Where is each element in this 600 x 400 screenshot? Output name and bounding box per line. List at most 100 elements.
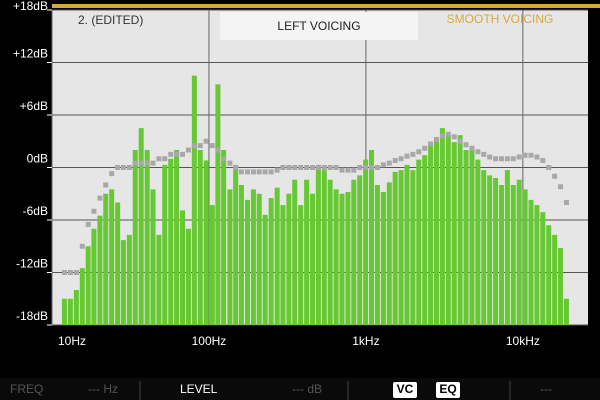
bar: [203, 160, 209, 325]
point: [132, 160, 138, 166]
marks: [61, 75, 569, 325]
point: [463, 142, 469, 148]
bar: [386, 182, 392, 325]
bar: [256, 193, 262, 325]
bar: [463, 150, 469, 325]
preset-label: 2. (EDITED): [78, 13, 143, 27]
bar: [428, 144, 434, 325]
point: [558, 184, 564, 190]
bar: [410, 170, 416, 325]
bar: [268, 198, 274, 325]
point: [333, 165, 339, 170]
bar: [315, 164, 321, 325]
point: [209, 143, 215, 149]
point: [457, 138, 463, 144]
bar: [174, 150, 180, 325]
freq-value: --- Hz: [88, 382, 118, 396]
bar: [262, 214, 268, 325]
bar: [345, 192, 351, 325]
bar: [227, 189, 233, 325]
bar: [156, 234, 162, 325]
point: [144, 160, 150, 166]
point: [115, 165, 121, 170]
bar: [238, 185, 244, 325]
point: [374, 165, 380, 170]
point: [398, 156, 404, 162]
extra-label: ---: [540, 382, 552, 396]
eq-badge: [436, 382, 460, 398]
bar: [321, 170, 327, 325]
point: [197, 143, 203, 149]
point: [434, 137, 440, 142]
bar: [493, 178, 499, 325]
point: [321, 165, 327, 170]
bar: [221, 150, 227, 325]
bar: [558, 248, 564, 325]
bar: [498, 185, 504, 325]
point: [185, 147, 191, 153]
point: [215, 147, 221, 153]
point: [91, 208, 97, 214]
point: [345, 167, 351, 173]
bar: [439, 128, 445, 325]
point: [97, 195, 103, 201]
point: [516, 154, 522, 160]
point: [339, 167, 345, 173]
y-tick-label: 0dB: [27, 152, 48, 166]
bar: [244, 199, 250, 325]
point: [156, 156, 162, 162]
point: [120, 165, 126, 170]
bar: [180, 210, 186, 325]
bar: [144, 150, 150, 325]
bar: [91, 228, 97, 325]
point: [475, 149, 481, 155]
point: [274, 167, 280, 173]
bar: [563, 298, 569, 325]
point: [363, 165, 369, 170]
point: [563, 200, 569, 205]
bar: [351, 179, 357, 325]
point: [498, 156, 504, 162]
y-tick-label: -6dB: [23, 204, 48, 218]
x-axis: 10Hz 100Hz 1kHz 10kHz: [58, 334, 540, 348]
point: [493, 156, 499, 162]
vc-label: VC: [397, 382, 414, 396]
y-tick-label: -18dB: [16, 309, 48, 323]
point: [310, 165, 316, 170]
point: [451, 134, 457, 140]
bar: [552, 234, 558, 325]
point: [73, 270, 79, 275]
bar: [339, 193, 345, 325]
point: [298, 165, 304, 170]
bar: [274, 187, 280, 325]
voicing-box: [220, 12, 418, 40]
bar: [469, 150, 475, 325]
point: [286, 165, 292, 170]
point: [61, 270, 67, 275]
bar: [487, 175, 493, 325]
bar: [132, 150, 138, 325]
bar: [61, 298, 67, 325]
bar: [298, 205, 304, 325]
bar: [398, 170, 404, 325]
x-tick-label: 100Hz: [192, 334, 227, 348]
point: [404, 153, 410, 159]
bar: [363, 159, 369, 325]
point: [203, 138, 209, 144]
bar: [73, 290, 79, 325]
bar: [534, 205, 540, 325]
bar: [445, 135, 451, 325]
bar: [481, 170, 487, 325]
mode-label: SMOOTH VOICING: [447, 12, 554, 26]
top-rule: [52, 4, 600, 8]
bar: [85, 246, 91, 325]
bar: [457, 135, 463, 325]
point: [351, 167, 357, 173]
y-axis: -18dB -12dB -6dB 0dB +6dB +12dB +18dB: [13, 0, 52, 326]
bar: [79, 268, 85, 325]
point: [174, 151, 180, 157]
bar: [191, 75, 197, 325]
bar: [126, 234, 132, 325]
bar: [197, 150, 203, 325]
